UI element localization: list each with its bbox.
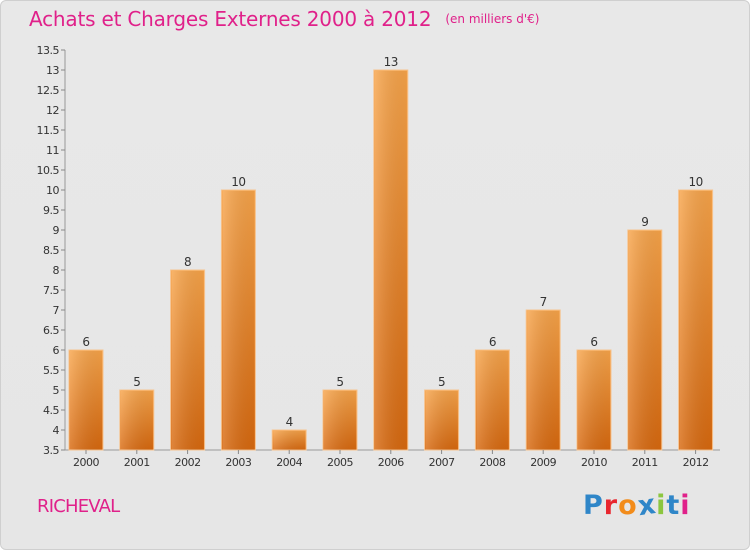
y-tick-label: 4 <box>53 424 60 437</box>
y-tick-label: 6.5 <box>43 324 59 337</box>
y-tick-label: 12 <box>46 104 59 117</box>
bar-shine <box>527 311 560 450</box>
x-tick-label: 2006 <box>378 456 404 469</box>
plot-area: 3.5 4 4.5 5 5.5 6 6.5 7 7.5 8 8.5 9 9.5 10 10.5 11 11.5 1… <box>37 44 720 469</box>
y-tick-label: 10 <box>46 184 59 197</box>
y-tick-label: 4.5 <box>43 404 59 417</box>
logo-letter: i <box>656 490 667 521</box>
y-tick-label: 10.5 <box>37 164 60 177</box>
y-tick-label: 11.5 <box>37 124 60 137</box>
bar-value-label: 10 <box>231 175 245 189</box>
y-tick-label: 9 <box>53 224 60 237</box>
y-tick-label: 8.5 <box>43 244 59 257</box>
bar-shine <box>476 351 509 450</box>
commune-name: RICHEVAL <box>37 496 120 517</box>
bar-value-label: 8 <box>184 255 191 269</box>
x-tick-label: 2007 <box>429 456 455 469</box>
bar-shine <box>628 231 661 450</box>
y-tick-label: 6 <box>53 344 60 357</box>
y-tick-label: 11 <box>46 144 59 157</box>
y-tick-label: 7 <box>53 304 60 317</box>
bar-shine <box>273 431 306 450</box>
bar-value-label: 13 <box>384 55 398 69</box>
bar-value-label: 5 <box>336 375 343 389</box>
logo-letter: P <box>583 490 604 521</box>
bar-shine <box>425 391 458 450</box>
logo-letter: x <box>635 488 659 523</box>
bar-shine <box>70 351 102 450</box>
logo-letter: o <box>618 490 638 521</box>
x-tick-label: 2002 <box>175 456 201 469</box>
bar-value-label: 5 <box>133 375 140 389</box>
x-tick-label: 2005 <box>327 456 353 469</box>
x-tick-label: 2003 <box>225 456 251 469</box>
bar-value-label: 6 <box>590 335 597 349</box>
bar-value-label: 7 <box>540 295 547 309</box>
bar-value-label: 9 <box>641 215 648 229</box>
logo-letter: t <box>666 490 681 521</box>
y-tick-label: 5.5 <box>43 364 59 377</box>
chart-title: Achats et Charges Externes 2000 à 2012 (… <box>29 7 539 31</box>
logo-letter: i <box>680 490 691 521</box>
y-tick-label: 13.5 <box>37 44 60 57</box>
proxiti-logo: Proxiti <box>583 488 691 523</box>
bar-shine <box>171 271 204 450</box>
x-tick-label: 2004 <box>276 456 302 469</box>
bar-value-label: 5 <box>438 375 445 389</box>
chart-title-text: Achats et Charges Externes 2000 à 2012 <box>29 7 432 31</box>
bar-shine <box>120 391 153 450</box>
bar-value-label: 4 <box>286 415 293 429</box>
y-tick-label: 5 <box>53 384 60 397</box>
x-tick-label: 2008 <box>479 456 505 469</box>
x-tick-label: 2011 <box>632 456 658 469</box>
logo-letter: r <box>603 490 619 521</box>
y-tick-label: 7.5 <box>43 284 59 297</box>
bar-shine <box>578 351 610 450</box>
bar-shine <box>679 191 712 450</box>
bar-value-label: 10 <box>688 175 702 189</box>
x-tick-label: 2000 <box>73 456 99 469</box>
chart-subtitle: (en milliers d'€) <box>445 12 540 26</box>
y-tick-label: 13 <box>46 64 59 77</box>
y-tick-label: 12.5 <box>37 84 60 97</box>
bar-value-label: 6 <box>82 335 89 349</box>
y-tick-label: 9.5 <box>43 204 59 217</box>
x-tick-label: 2009 <box>530 456 556 469</box>
x-tick-label: 2012 <box>683 456 709 469</box>
bar-value-label: 6 <box>489 335 496 349</box>
x-tick-label: 2001 <box>124 456 150 469</box>
y-tick-label: 8 <box>53 264 60 277</box>
bar-shine <box>324 391 356 450</box>
bar-shine <box>374 71 407 450</box>
y-tick-label: 3.5 <box>43 444 59 457</box>
x-tick-label: 2010 <box>581 456 607 469</box>
bar-shine <box>222 191 255 450</box>
